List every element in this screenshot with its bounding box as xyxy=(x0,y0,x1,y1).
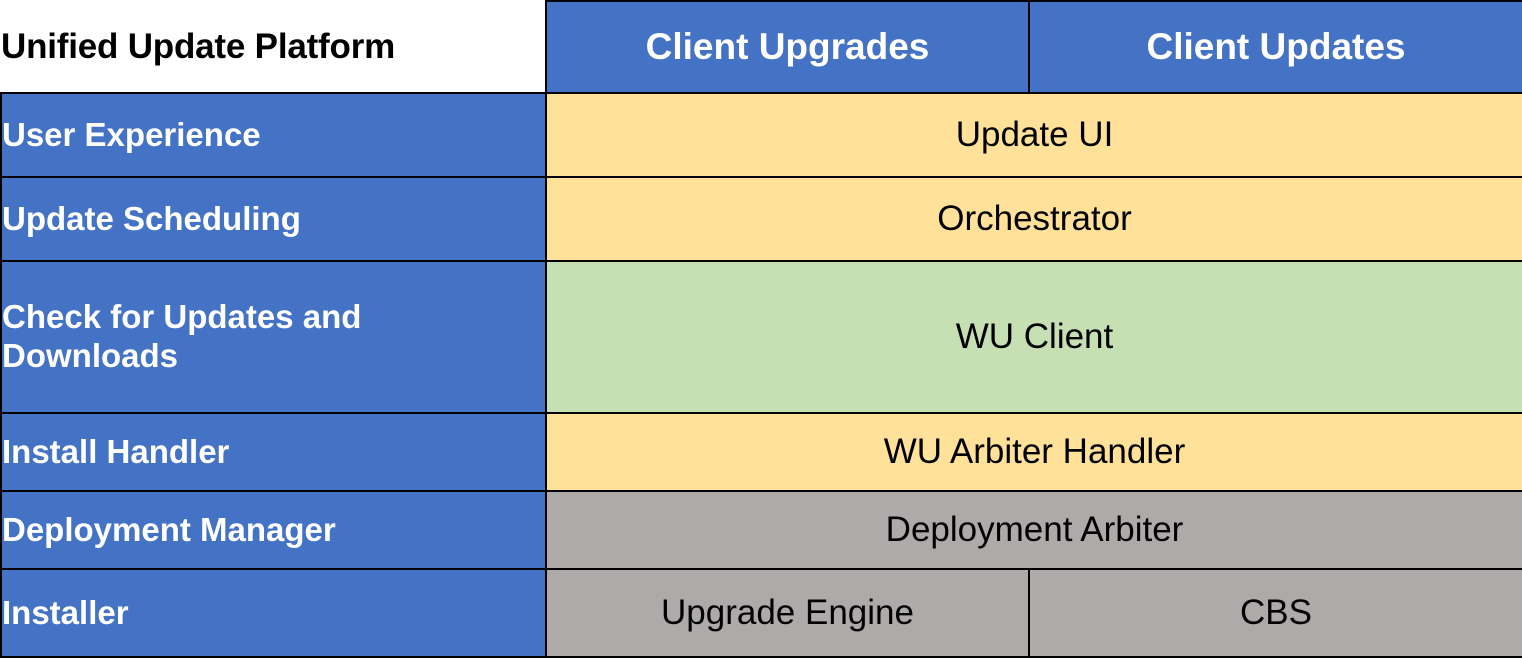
table-row: Update Scheduling Orchestrator xyxy=(0,176,1522,262)
table-row: Deployment Manager Deployment Arbiter xyxy=(0,490,1522,570)
column-header-client-updates[interactable]: Client Updates xyxy=(1028,0,1522,94)
page-title: Unified Update Platform xyxy=(1,1,546,93)
table-row: User Experience Update UI xyxy=(0,92,1522,178)
row-label-install-handler: Install Handler xyxy=(0,412,547,492)
row-label-update-scheduling: Update Scheduling xyxy=(0,176,547,262)
cell-update-ui[interactable]: Update UI xyxy=(545,92,1522,178)
cell-orchestrator[interactable]: Orchestrator xyxy=(545,176,1522,262)
table-row: Installer Upgrade Engine CBS xyxy=(0,568,1522,658)
table-header-row: Unified Update Platform Client Upgrades … xyxy=(1,0,1522,94)
table-row: Install Handler WU Arbiter Handler xyxy=(0,412,1522,492)
table-row: Check for Updates and Downloads WU Clien… xyxy=(0,260,1522,414)
row-label-check-for-updates-and-downloads: Check for Updates and Downloads xyxy=(0,260,547,414)
cell-deployment-arbiter[interactable]: Deployment Arbiter xyxy=(545,490,1522,570)
cell-wu-client[interactable]: WU Client xyxy=(545,260,1522,414)
column-header-client-upgrades[interactable]: Client Upgrades xyxy=(545,0,1030,94)
cell-wu-arbiter-handler[interactable]: WU Arbiter Handler xyxy=(545,412,1522,492)
cell-upgrade-engine[interactable]: Upgrade Engine xyxy=(545,568,1030,658)
cell-cbs[interactable]: CBS xyxy=(1028,568,1522,658)
row-label-user-experience: User Experience xyxy=(0,92,547,178)
row-label-deployment-manager: Deployment Manager xyxy=(0,490,547,570)
row-label-installer: Installer xyxy=(0,568,547,658)
